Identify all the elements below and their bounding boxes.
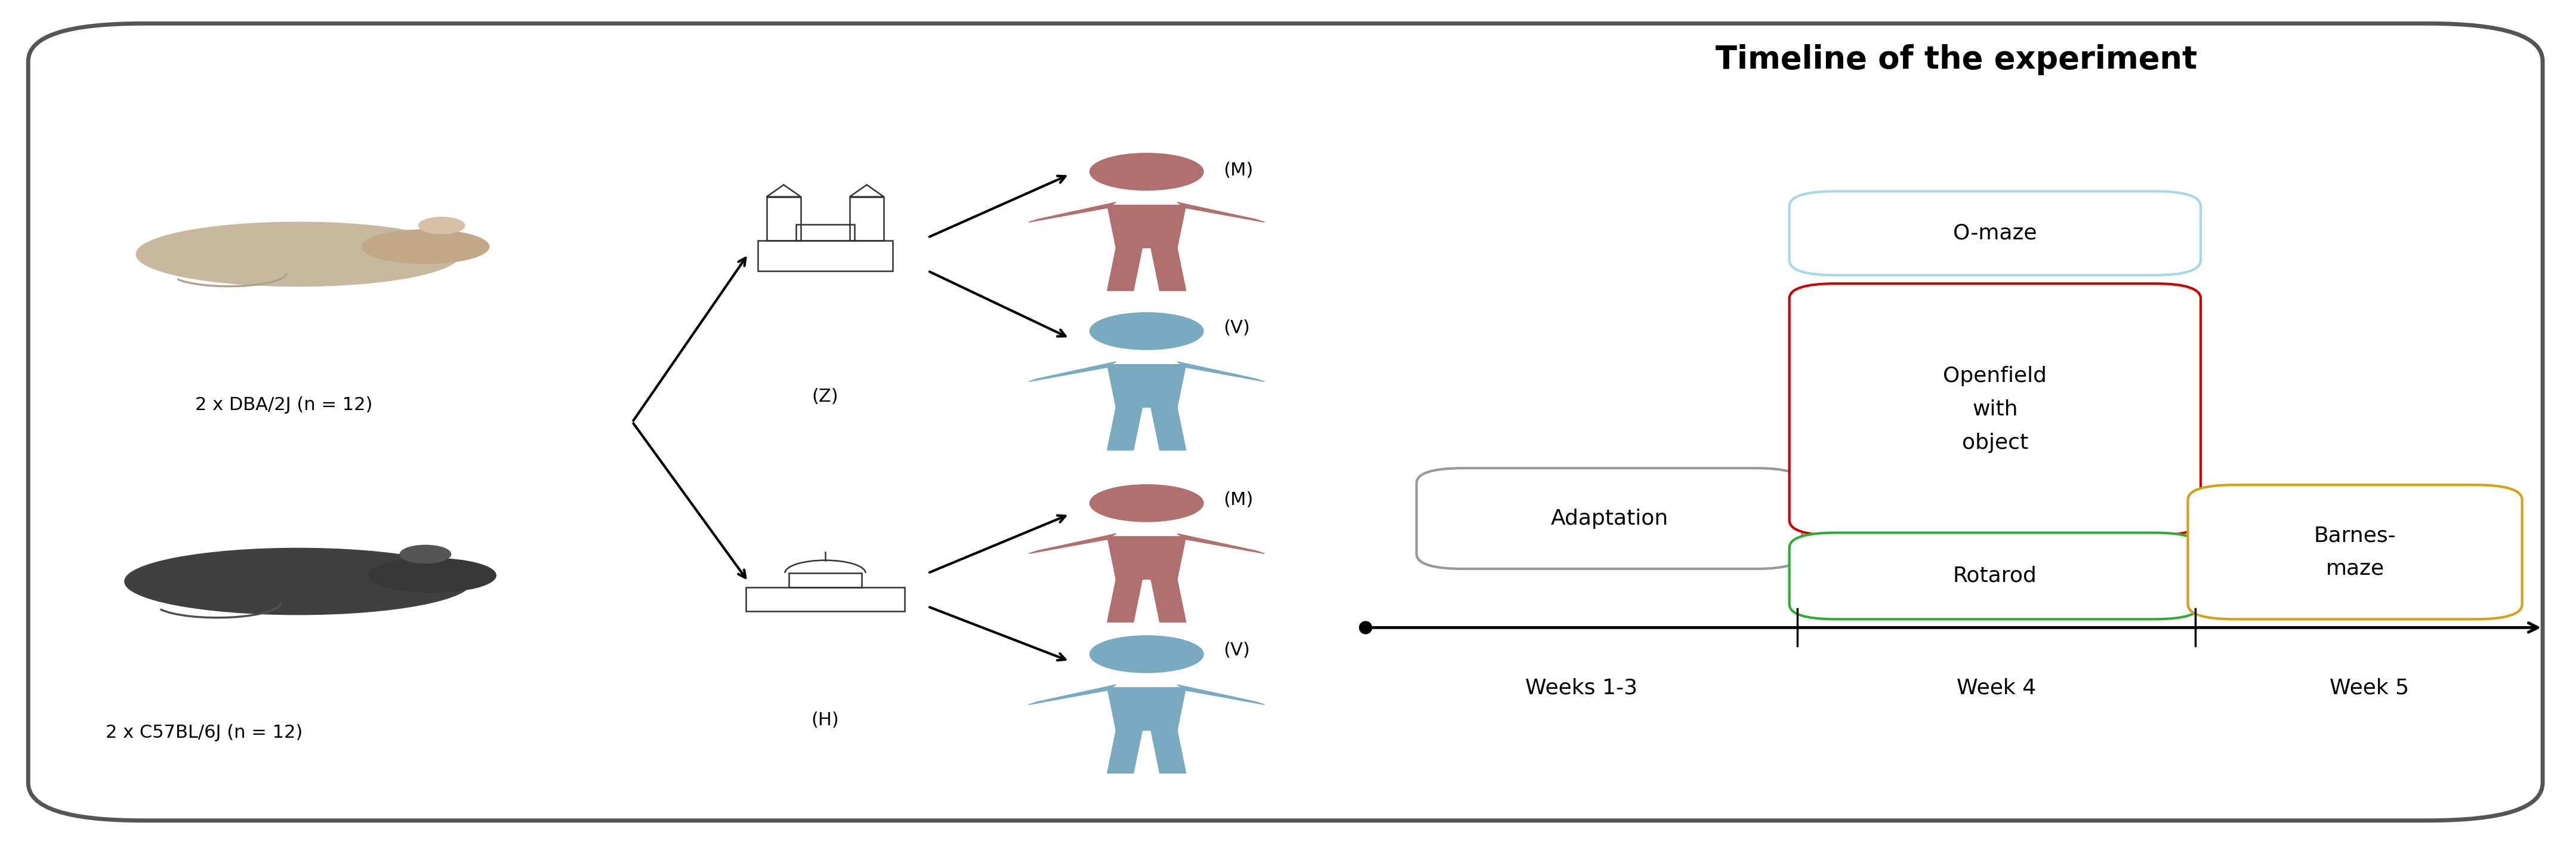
Text: Adaptation: Adaptation [1551,508,1669,528]
Polygon shape [1151,248,1185,290]
Text: Timeline of the experiment: Timeline of the experiment [1716,45,2197,75]
Polygon shape [1028,203,1115,222]
FancyBboxPatch shape [1790,533,2200,619]
Polygon shape [1028,684,1115,705]
Text: Weeks 1-3: Weeks 1-3 [1525,678,1638,698]
Text: 2 x DBA/2J (n = 12): 2 x DBA/2J (n = 12) [196,397,374,414]
Ellipse shape [361,230,489,263]
Circle shape [1090,154,1203,190]
Text: O-maze: O-maze [1953,223,2038,243]
Circle shape [1090,636,1203,673]
Polygon shape [1177,203,1265,222]
Text: Openfield
with
object: Openfield with object [1942,366,2048,452]
Text: (Z): (Z) [811,388,840,405]
Bar [796,225,855,241]
Polygon shape [1108,688,1185,730]
FancyBboxPatch shape [28,24,2543,820]
Text: Barnes-
maze: Barnes- maze [2313,525,2396,579]
Polygon shape [1108,730,1141,773]
Text: (M): (M) [1224,491,1255,509]
Polygon shape [1108,205,1185,248]
Ellipse shape [417,217,464,234]
Bar [788,573,863,587]
FancyBboxPatch shape [1790,192,2200,275]
Polygon shape [1177,684,1265,705]
Polygon shape [1151,408,1185,450]
Bar [850,197,884,241]
Text: Week 5: Week 5 [2329,678,2409,698]
Polygon shape [1108,579,1141,622]
FancyBboxPatch shape [2187,485,2522,619]
Bar [747,587,904,611]
Polygon shape [1151,730,1185,773]
Text: (H): (H) [811,711,840,728]
Circle shape [1090,484,1203,522]
Bar [768,197,801,241]
Ellipse shape [368,559,497,592]
FancyBboxPatch shape [1790,284,2200,535]
Bar [757,241,891,271]
FancyBboxPatch shape [1417,468,1803,569]
Text: 2 x C57BL/6J (n = 12): 2 x C57BL/6J (n = 12) [106,724,301,741]
Polygon shape [1108,537,1185,579]
Text: Rotarod: Rotarod [1953,565,2038,586]
Polygon shape [1151,579,1185,622]
Text: (M): (M) [1224,162,1255,179]
Ellipse shape [399,545,451,563]
Polygon shape [1028,533,1115,554]
Text: Week 4: Week 4 [1958,678,2035,698]
Ellipse shape [137,222,461,286]
Text: (V): (V) [1224,319,1249,337]
Polygon shape [1108,248,1141,290]
Polygon shape [1028,362,1115,381]
Circle shape [1090,312,1203,349]
Ellipse shape [124,549,471,614]
Text: (V): (V) [1224,641,1249,659]
Polygon shape [1177,533,1265,554]
Polygon shape [1177,362,1265,381]
Polygon shape [1108,408,1141,450]
Polygon shape [1108,365,1185,408]
